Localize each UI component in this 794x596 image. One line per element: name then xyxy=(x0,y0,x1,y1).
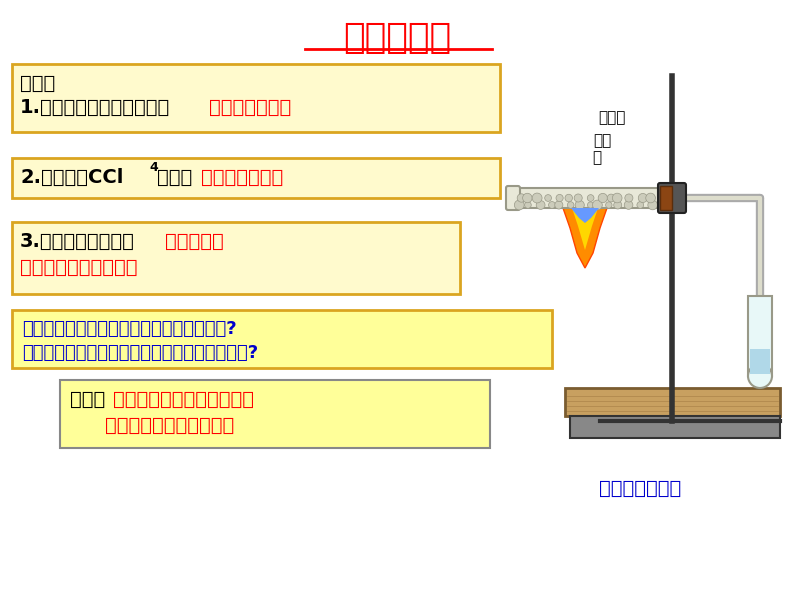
Text: 棉: 棉 xyxy=(592,151,601,166)
Circle shape xyxy=(648,200,657,210)
Text: 工业制乙烯: 工业制乙烯 xyxy=(343,21,451,55)
FancyBboxPatch shape xyxy=(506,186,520,210)
FancyBboxPatch shape xyxy=(748,296,772,376)
Text: 生成的气体中不都是烷烃，: 生成的气体中不都是烷烃， xyxy=(114,390,255,409)
Text: 哪些现象证明生成物具有与烷烃相同的性质?: 哪些现象证明生成物具有与烷烃相同的性质? xyxy=(22,320,237,338)
Text: 1.通入酸性高锰酸钾溶液，: 1.通入酸性高锰酸钾溶液， xyxy=(20,98,170,117)
Circle shape xyxy=(574,194,582,202)
Circle shape xyxy=(606,202,612,208)
Circle shape xyxy=(515,200,524,210)
Circle shape xyxy=(575,200,584,210)
Circle shape xyxy=(536,201,545,209)
Text: 推测：: 推测： xyxy=(70,390,106,409)
Circle shape xyxy=(614,201,622,209)
Text: 2.通入溴的CCl: 2.通入溴的CCl xyxy=(20,168,123,187)
FancyBboxPatch shape xyxy=(510,188,665,208)
Text: 橙红色溶液褪色: 橙红色溶液褪色 xyxy=(201,168,283,187)
Text: 3.点燃收集的气体，: 3.点燃收集的气体， xyxy=(20,232,135,251)
Circle shape xyxy=(624,201,633,209)
Text: 现象：: 现象： xyxy=(20,74,56,93)
Circle shape xyxy=(646,193,655,203)
Text: 气体燃烧，: 气体燃烧， xyxy=(165,232,224,251)
Circle shape xyxy=(607,194,615,202)
Circle shape xyxy=(748,364,772,388)
Text: 紫红色溶液褪色: 紫红色溶液褪色 xyxy=(209,98,291,117)
Text: 石蜡油分解实验: 石蜡油分解实验 xyxy=(599,479,681,498)
Circle shape xyxy=(588,195,594,201)
Circle shape xyxy=(517,194,526,202)
Circle shape xyxy=(555,201,563,209)
Circle shape xyxy=(565,194,572,201)
Circle shape xyxy=(525,201,531,209)
FancyBboxPatch shape xyxy=(660,186,672,210)
Text: 溶液，: 溶液， xyxy=(157,168,193,187)
Circle shape xyxy=(598,193,607,203)
Circle shape xyxy=(612,193,622,203)
FancyBboxPatch shape xyxy=(658,183,686,213)
FancyBboxPatch shape xyxy=(12,222,460,294)
Circle shape xyxy=(625,194,633,202)
Circle shape xyxy=(545,195,552,201)
FancyBboxPatch shape xyxy=(750,349,770,374)
FancyBboxPatch shape xyxy=(60,380,490,448)
Text: 火焰明亮并伴有黑烟。: 火焰明亮并伴有黑烟。 xyxy=(20,258,137,277)
FancyBboxPatch shape xyxy=(12,64,500,132)
Circle shape xyxy=(637,201,644,209)
Text: 石蜡: 石蜡 xyxy=(593,134,611,148)
Circle shape xyxy=(532,193,542,203)
Text: 4: 4 xyxy=(149,161,158,174)
Text: 哪些现象证明生成物可能具有不同于烷烃的性质?: 哪些现象证明生成物可能具有不同于烷烃的性质? xyxy=(22,344,258,362)
Circle shape xyxy=(522,193,532,203)
Circle shape xyxy=(568,201,574,208)
Text: 应该有其他类型的物质。: 应该有其他类型的物质。 xyxy=(105,416,234,435)
FancyBboxPatch shape xyxy=(570,416,780,438)
Circle shape xyxy=(549,201,556,209)
FancyBboxPatch shape xyxy=(565,388,780,416)
Circle shape xyxy=(556,194,563,201)
Circle shape xyxy=(588,202,594,208)
Text: 碎瓷片: 碎瓷片 xyxy=(598,110,626,126)
Polygon shape xyxy=(571,208,599,223)
Circle shape xyxy=(592,200,603,210)
Polygon shape xyxy=(572,208,598,250)
Polygon shape xyxy=(563,208,607,268)
FancyBboxPatch shape xyxy=(12,310,552,368)
Circle shape xyxy=(638,194,647,203)
FancyBboxPatch shape xyxy=(12,158,500,198)
